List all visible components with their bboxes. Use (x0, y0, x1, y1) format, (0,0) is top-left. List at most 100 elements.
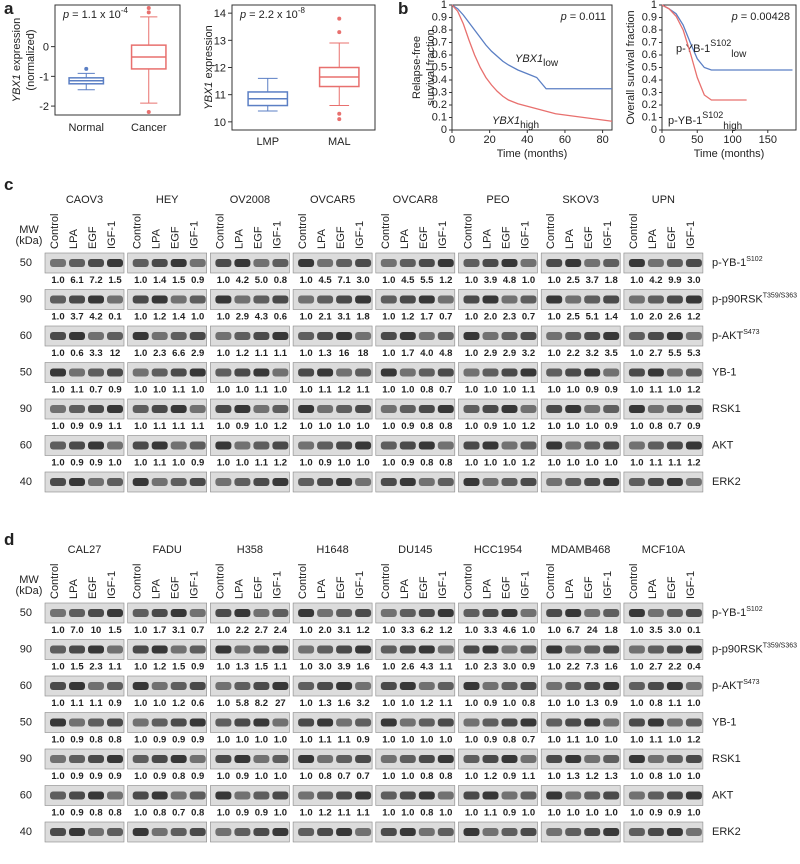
quantification: 1.0 (522, 808, 535, 819)
quantification: 1.0 (337, 421, 350, 432)
quantification: 1.0 (439, 735, 452, 746)
band (380, 478, 397, 486)
lane-label: Control (49, 214, 61, 249)
quantification: 1.0 (465, 421, 478, 432)
band (546, 609, 563, 617)
quantification: 0.9 (401, 421, 414, 432)
band (603, 405, 620, 413)
band (336, 828, 353, 836)
band (437, 368, 454, 377)
band (215, 259, 232, 267)
quantification: 7.1 (337, 275, 351, 286)
lane-label: IGF-1 (106, 221, 118, 249)
band (336, 755, 353, 763)
lane-label: EGF (583, 576, 595, 599)
lane-label: LPA (399, 228, 411, 249)
band (520, 478, 537, 486)
quantification: 1.0 (668, 735, 681, 746)
band (520, 332, 537, 340)
quantification: 1.0 (255, 421, 268, 432)
curve-label: YBX1low (515, 53, 559, 69)
quantification: 1.0 (134, 735, 147, 746)
quantification: 1.0 (465, 735, 478, 746)
quantification: 0.9 (153, 735, 166, 746)
band (253, 295, 270, 304)
lane-label: IGF-1 (354, 221, 366, 249)
quantification: 0.9 (191, 771, 204, 782)
lane-label: LPA (68, 228, 80, 249)
band (418, 755, 435, 763)
quantification: 1.1 (274, 662, 288, 673)
quantification: 1.0 (630, 458, 643, 469)
quantification: 1.4 (605, 312, 619, 323)
quantification: 3.7 (70, 312, 83, 323)
band (565, 259, 582, 267)
band (88, 332, 104, 340)
quantification: 6.6 (172, 348, 185, 359)
quantification: 0.7 (337, 771, 350, 782)
quantification: 1.1 (567, 735, 581, 746)
band (170, 368, 187, 377)
text-span: YBX1 (203, 82, 215, 110)
lane-label: IGF-1 (271, 571, 283, 599)
quantification: 1.2 (274, 421, 287, 432)
band (685, 259, 702, 267)
quantification: 1.2 (172, 698, 185, 709)
text-span: = 1.1 x 10 (69, 9, 121, 21)
band (355, 645, 372, 654)
band (666, 478, 683, 486)
quantification: 1.0 (51, 771, 64, 782)
band (418, 332, 435, 340)
quantification: 1.0 (134, 808, 147, 819)
band (520, 791, 537, 800)
quantification: 1.3 (605, 771, 618, 782)
band (565, 718, 582, 727)
band (317, 755, 334, 763)
quantification: 1.0 (401, 698, 414, 709)
band (520, 405, 537, 413)
lane-label: Control (380, 214, 392, 249)
y-axis-label: (normalized) (25, 29, 37, 90)
band (215, 295, 232, 304)
band (380, 682, 397, 690)
quantification: 1.0 (172, 458, 185, 469)
quantification: 1.6 (337, 698, 350, 709)
band (546, 295, 563, 304)
band (565, 828, 582, 836)
quantification: 1.0 (465, 312, 478, 323)
band (298, 682, 315, 690)
lane-label: IGF-1 (685, 571, 697, 599)
band (399, 755, 416, 763)
lane-label: EGF (501, 576, 513, 599)
y-tick-label: 0.5 (642, 62, 657, 74)
band (50, 828, 66, 836)
quantification: 1.0 (586, 735, 599, 746)
band (603, 259, 620, 267)
quantification: 0.7 (172, 808, 185, 819)
band (189, 332, 206, 340)
band (399, 332, 416, 340)
cell-line: HCC1954 (474, 544, 522, 556)
band (685, 791, 702, 800)
quantification: 1.0 (401, 735, 414, 746)
band (418, 718, 435, 727)
protein-label: p-p90RSKT359/S363 (712, 293, 797, 306)
band (298, 609, 315, 617)
band (298, 791, 315, 800)
text-span: p (62, 9, 69, 21)
cell-line: DU145 (398, 544, 432, 556)
quantification: 0.8 (522, 698, 535, 709)
band (685, 295, 702, 304)
curve-label: YBX1high (492, 115, 539, 131)
band (170, 609, 187, 617)
quantification: 1.0 (630, 421, 643, 432)
quantification: 1.0 (153, 385, 166, 396)
quantification: 2.7 (255, 625, 268, 636)
y-tick-label: 0.2 (642, 99, 657, 111)
quantification: 0.9 (236, 808, 249, 819)
mw-label: 40 (20, 826, 32, 838)
quantification: 1.1 (274, 348, 288, 359)
band (189, 295, 206, 304)
quantification: 1.1 (255, 385, 269, 396)
band (666, 609, 683, 617)
